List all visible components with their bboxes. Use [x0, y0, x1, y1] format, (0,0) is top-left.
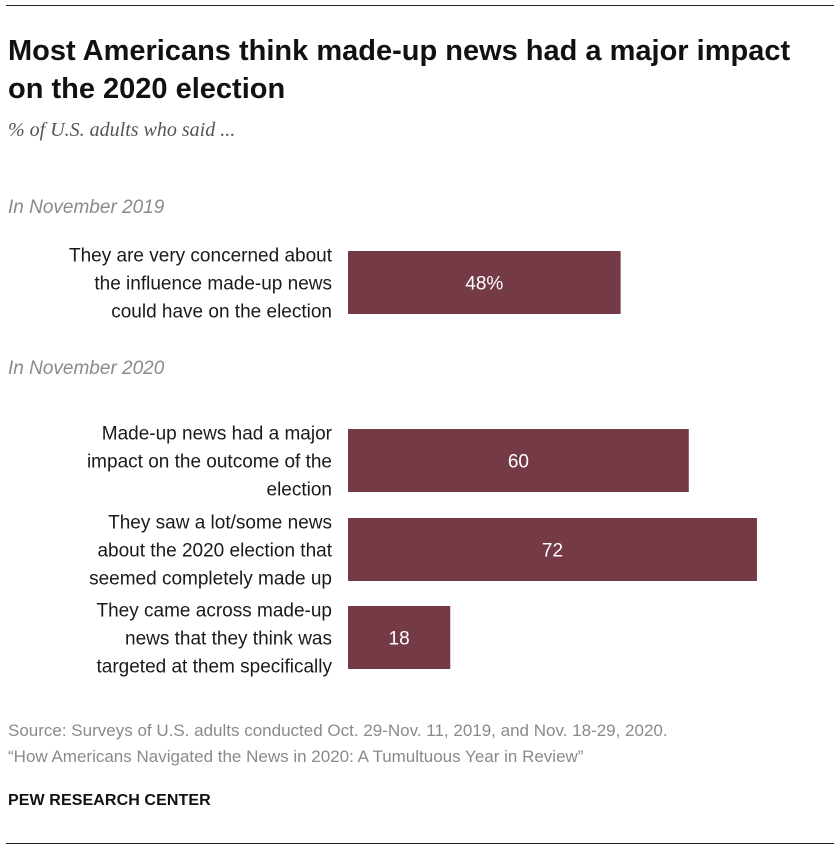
chart-title: Most Americans think made-up news had a …	[8, 35, 791, 105]
group-label-2019: In November 2019	[8, 197, 165, 218]
category-label-0-line-1: the influence made-up news	[94, 274, 332, 295]
category-label-1-line-0: Made-up news had a major	[102, 424, 333, 445]
bar-value-label-1: 60	[508, 452, 529, 473]
category-label-3-line-2: targeted at them specifically	[96, 657, 332, 678]
source-line-1: Source: Surveys of U.S. adults conducted…	[8, 721, 668, 740]
brand-name: PEW RESEARCH CENTER	[8, 792, 211, 809]
category-label-3-line-0: They came across made-up	[97, 601, 333, 622]
category-label-3-line-1: news that they think was	[125, 629, 332, 650]
category-label-0: They are very concerned about the influen…	[69, 246, 333, 323]
group-label-2020: In November 2020	[8, 358, 165, 379]
bar-2	[348, 518, 757, 581]
bar-0	[348, 251, 621, 314]
bar-value-label-3: 18	[389, 629, 410, 650]
category-label-2-line-2: seemed completely made up	[89, 569, 332, 590]
category-label-3: They came across made-up news that they t…	[96, 601, 332, 678]
category-label-1: Made-up news had a major impact on the ou…	[87, 424, 333, 501]
category-label-0-line-2: could have on the election	[111, 302, 332, 323]
source-line-2: “How Americans Navigated the News in 202…	[8, 747, 584, 766]
bar-3	[348, 606, 451, 669]
category-label-2: They saw a lot/some news about the 2020 e…	[89, 513, 333, 590]
bar-value-label-0: 48%	[465, 274, 503, 295]
category-label-0-line-0: They are very concerned about	[69, 246, 333, 267]
bar-value-label-2: 72	[542, 541, 563, 562]
category-label-2-line-0: They saw a lot/some news	[108, 513, 332, 534]
category-label-2-line-1: about the 2020 election that	[97, 541, 332, 562]
bottom-rule	[6, 843, 834, 844]
chart-subtitle: % of U.S. adults who said ...	[8, 119, 236, 141]
bar-chart: 48% They are very concerned about the infl…	[69, 246, 757, 678]
bar-1	[348, 429, 689, 492]
top-rule	[6, 5, 834, 6]
category-label-1-line-2: election	[267, 480, 333, 501]
category-label-1-line-1: impact on the outcome of the	[87, 452, 332, 473]
source-note: Source: Surveys of U.S. adults conducted…	[8, 718, 668, 770]
